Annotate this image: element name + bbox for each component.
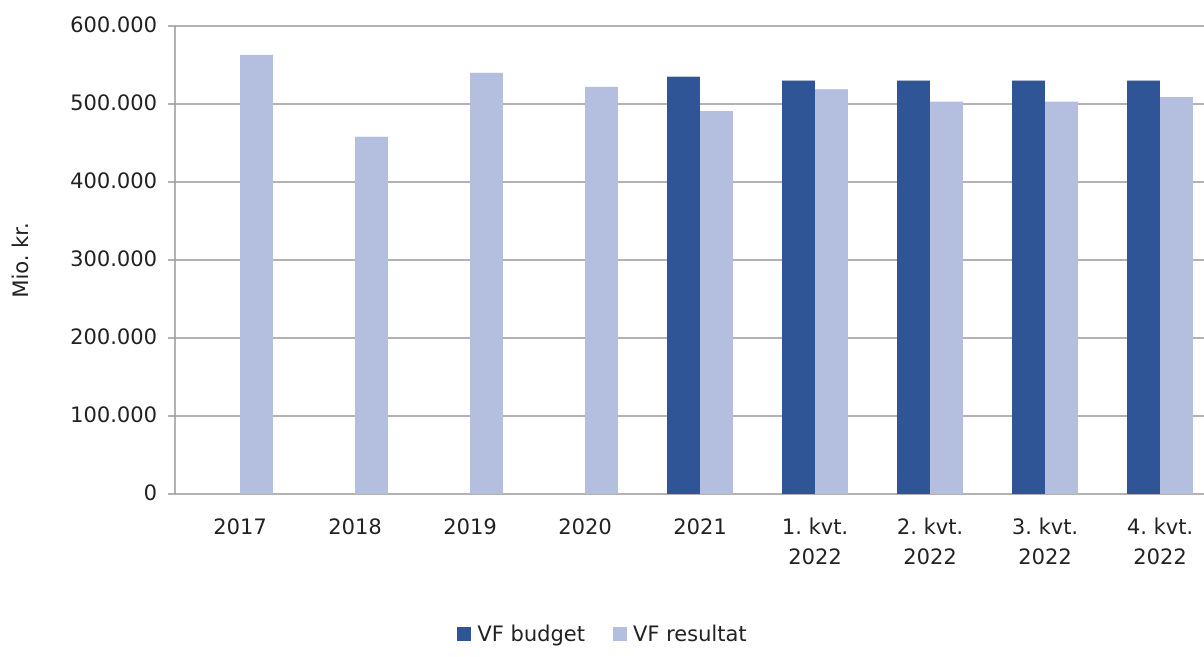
bar	[700, 111, 733, 495]
x-tick-label: 1. kvt. 2022	[781, 515, 849, 569]
x-tick-label: 2017	[213, 515, 267, 539]
bar	[355, 136, 388, 494]
legend-item: VF resultat	[612, 622, 747, 646]
y-tick-label: 600.000	[70, 13, 157, 37]
legend-label: VF resultat	[632, 622, 747, 646]
bar	[1045, 101, 1078, 494]
bar	[470, 72, 503, 495]
legend-item: VF budget	[457, 622, 585, 646]
legend-swatch	[457, 627, 472, 641]
bar	[1160, 96, 1193, 494]
bar	[815, 89, 848, 495]
x-tick-label: 2. kvt. 2022	[896, 515, 964, 569]
bar	[930, 101, 963, 494]
bar	[585, 86, 618, 494]
legend-label: VF budget	[477, 622, 585, 646]
bar	[1127, 80, 1160, 494]
y-tick-label: 400.000	[70, 169, 157, 193]
y-tick-label: 100.000	[70, 403, 157, 427]
x-tick-label: 2019	[443, 515, 497, 539]
x-tick-label: 2020	[558, 515, 612, 539]
legend: VF budget VF resultat	[0, 622, 1204, 646]
bar	[240, 54, 273, 495]
legend-swatch	[612, 627, 627, 641]
bar	[897, 80, 930, 494]
y-tick-label: 500.000	[70, 91, 157, 115]
y-axis-label: Mio. kr.	[9, 222, 33, 297]
y-tick-label: 200.000	[70, 325, 157, 349]
bar	[782, 80, 815, 494]
bar	[1012, 80, 1045, 494]
y-tick-label: 300.000	[70, 247, 157, 271]
x-tick-label: 2018	[328, 515, 382, 539]
x-tick-label: 4. kvt. 2022	[1126, 515, 1194, 569]
x-tick-label: 2021	[673, 515, 727, 539]
x-tick-label: 3. kvt. 2022	[1011, 515, 1079, 569]
y-tick-label: 0	[144, 481, 157, 505]
bar	[667, 76, 700, 494]
